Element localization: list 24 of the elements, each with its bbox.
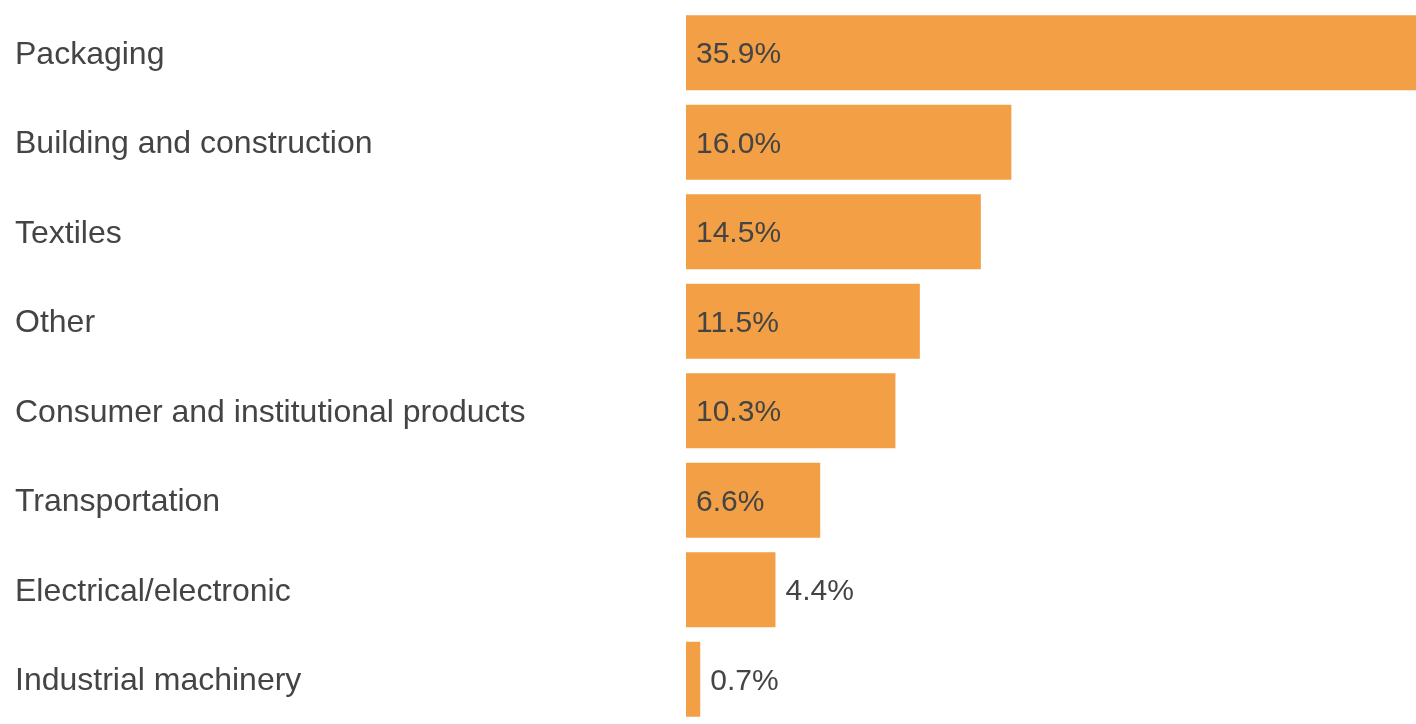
bar bbox=[686, 462, 821, 538]
y-tick-label: Building and construction bbox=[15, 124, 373, 161]
y-tick-label: Industrial machinery bbox=[15, 661, 302, 698]
data-label: 16.0% bbox=[696, 125, 782, 159]
y-tick-label: Packaging bbox=[15, 34, 165, 71]
y-tick-label: Other bbox=[15, 303, 96, 340]
y-tick-label: Textiles bbox=[15, 213, 122, 250]
y-tick-label: Electrical/electronic bbox=[15, 571, 291, 608]
bar bbox=[686, 283, 920, 359]
data-label: 10.3% bbox=[696, 394, 782, 428]
bar bbox=[686, 194, 981, 270]
y-tick-label: Consumer and institutional products bbox=[15, 392, 526, 429]
bar bbox=[686, 641, 701, 717]
bar bbox=[686, 104, 1012, 180]
y-tick-label: Transportation bbox=[15, 482, 221, 519]
data-label: 6.6% bbox=[696, 483, 765, 517]
bar bbox=[686, 15, 1416, 91]
bar bbox=[686, 373, 896, 449]
bar bbox=[686, 552, 776, 628]
data-label: 4.4% bbox=[785, 573, 854, 607]
data-label: 11.5% bbox=[696, 304, 779, 338]
data-label: 35.9% bbox=[696, 36, 782, 70]
data-label: 0.7% bbox=[710, 662, 779, 696]
data-label: 14.5% bbox=[696, 215, 782, 249]
